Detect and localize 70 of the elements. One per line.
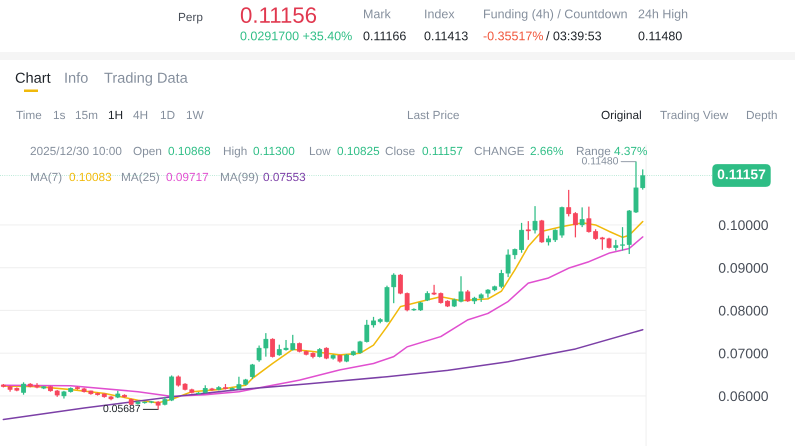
text: 4H — [133, 110, 148, 120]
y-tick-label: 0.06000 — [718, 391, 768, 402]
candlestick — [532, 206, 538, 234]
y-tick-label: 0.09000 — [718, 263, 768, 273]
candlestick — [539, 219, 544, 244]
text: Time — [16, 110, 42, 120]
candlestick — [580, 206, 585, 228]
ref-line-label: 0.11157 — [718, 169, 766, 180]
annotation: MA(99) — [220, 172, 258, 184]
candlestick — [526, 220, 531, 241]
text: 1W — [186, 110, 204, 120]
annotation: CHANGE — [474, 146, 524, 156]
text: 15m — [76, 110, 98, 120]
annotation: 0.10083 — [69, 172, 112, 182]
text: Info — [65, 72, 88, 83]
text: Original — [602, 110, 641, 122]
text: 0.11413 — [424, 32, 468, 40]
text: Funding (4h) / Countdown — [484, 9, 627, 21]
candlestick — [465, 289, 470, 303]
text: / 03:39:53 — [546, 31, 602, 40]
annotation: 0.05687 — [103, 404, 140, 412]
text: 0.11166 — [363, 32, 406, 40]
candlestick — [424, 290, 430, 302]
y-tick-label: 0.07000 — [718, 348, 768, 358]
candlestick — [317, 347, 322, 358]
text: Perp — [178, 12, 202, 24]
candlestick — [324, 346, 329, 360]
text: Trading View — [660, 110, 728, 122]
text: 1D — [160, 110, 175, 120]
annotation: 0.11157 — [422, 146, 462, 156]
annotation: 0.10868 — [168, 146, 210, 156]
line-series — [2, 328, 644, 420]
text: Index — [425, 9, 454, 18]
annotation: 0.07553 — [263, 172, 306, 182]
text: Trading Data — [104, 72, 188, 86]
annotation: 4.37% — [614, 146, 648, 156]
annotation: 0.09717 — [166, 172, 208, 182]
text: 24h High — [638, 9, 688, 21]
text: 0.0291700 +35.40% — [240, 32, 352, 40]
annotation: 2.66% — [530, 146, 564, 156]
annotation: Low — [310, 146, 331, 156]
y-tick-label: 0.08000 — [718, 306, 768, 316]
annotation: MA(25) — [122, 172, 159, 184]
text: Depth — [746, 110, 777, 122]
candlestick — [566, 189, 572, 218]
annotation: 2025/12/30 10:00 — [30, 146, 122, 156]
candlestick — [572, 212, 578, 238]
text: Chart — [16, 72, 51, 83]
text: -0.35517% — [484, 32, 544, 40]
text: 0.11480 — [638, 32, 682, 40]
text: Last Price — [408, 110, 459, 120]
candlestick — [270, 338, 275, 358]
annotation: High — [224, 146, 247, 158]
candlestick — [263, 332, 268, 358]
candlestick — [250, 363, 255, 380]
candlestick — [256, 344, 262, 362]
annotation: Range — [576, 146, 610, 158]
text: Mark — [364, 9, 391, 18]
candlestick — [21, 382, 26, 396]
text: 1H — [108, 110, 122, 120]
annotation: 0.10825 — [337, 146, 380, 156]
annotation: 0.11480 — [582, 157, 618, 164]
text: 0.11156 — [240, 7, 316, 23]
annotation: MA(7) — [30, 172, 62, 184]
candlestick — [432, 284, 437, 296]
annotation: 0.11300 — [253, 146, 294, 156]
annotation: Close — [386, 146, 415, 156]
text: 1s — [54, 110, 66, 120]
y-tick-label: 0.10000 — [718, 220, 768, 230]
annotation: Open — [134, 146, 162, 158]
